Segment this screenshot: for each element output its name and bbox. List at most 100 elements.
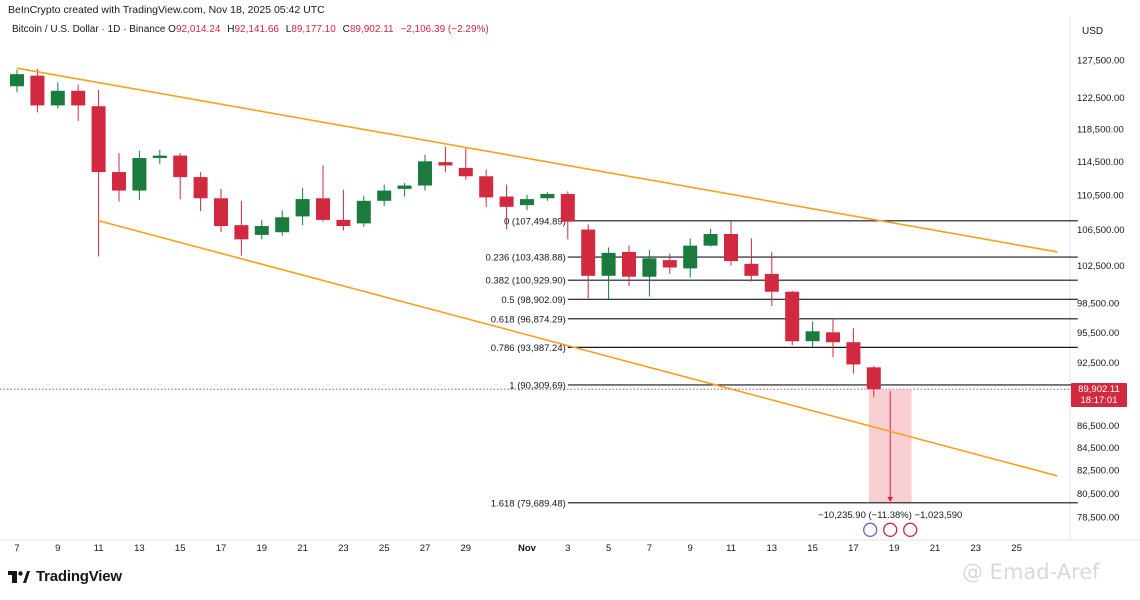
candle-body (71, 90, 86, 106)
candle-body (438, 162, 453, 166)
candle-body (458, 167, 473, 177)
candle-body (703, 234, 718, 246)
x-tick-label: 19 (257, 543, 268, 554)
candle-body (662, 260, 677, 268)
candle-body (418, 161, 432, 186)
x-tick-label: 15 (807, 543, 818, 554)
currency-label[interactable]: USD (1082, 26, 1104, 37)
candle-body (193, 177, 208, 199)
y-tick-label: 95,500.00 (1077, 328, 1119, 339)
x-tick-label: 25 (379, 543, 390, 554)
candle-body (560, 193, 575, 222)
candle-body (295, 199, 310, 217)
y-tick-label: 86,500.00 (1077, 421, 1119, 432)
y-tick-label: 84,500.00 (1077, 443, 1119, 454)
close-label: C (342, 24, 350, 35)
candle-body (846, 342, 861, 365)
x-tick-label: 27 (420, 543, 431, 554)
x-tick-label: 11 (726, 543, 736, 554)
open-value: 92,014.24 (175, 24, 221, 35)
candle-body (764, 273, 779, 292)
change-value: −2,106.39 (−2.29%) (400, 24, 489, 35)
candle-body (91, 106, 106, 173)
bar-countdown: 18:17:01 (1080, 395, 1118, 406)
measure-arrow-head (887, 496, 894, 502)
channel-trendline (98, 219, 1058, 477)
candle-body (112, 172, 126, 191)
x-tick-label: 21 (930, 543, 941, 554)
x-tick-label: 9 (55, 543, 60, 554)
candle-body (397, 185, 412, 189)
x-tick-label: 19 (889, 543, 900, 554)
x-tick-label: 15 (175, 543, 186, 554)
x-tick-label: 3 (565, 543, 570, 554)
event-marker-icon (863, 522, 878, 537)
tradingview-logo-icon (8, 570, 30, 583)
y-tick-label: 106,500.00 (1077, 225, 1125, 236)
y-tick-label: 114,500.00 (1077, 157, 1124, 168)
fib-level-label: 0.382 (100,929.90) (486, 276, 566, 287)
fib-level-label: 0.618 (96,874.29) (491, 314, 566, 325)
candle-body (520, 199, 534, 206)
channel-trendline (16, 67, 1058, 253)
x-tick-label: 13 (134, 543, 145, 554)
high-value: 92,141.66 (234, 24, 279, 35)
tradingview-brand[interactable]: TradingView (8, 568, 122, 585)
candle-body (581, 229, 596, 276)
event-marker-icon (883, 522, 898, 537)
fib-level-label: 0.5 (98,902.09) (501, 295, 565, 306)
open-label: O (168, 24, 176, 35)
candle-body (336, 219, 351, 227)
author-watermark: @ Emad-Aref (962, 560, 1100, 584)
low-value: 89,177.10 (291, 24, 336, 35)
last-price-value: 89,902.11 (1078, 384, 1120, 395)
high-label: H (227, 24, 235, 35)
attribution-text: BeInCrypto created with TradingView.com,… (8, 4, 325, 16)
x-tick-label: 21 (297, 543, 308, 554)
candle-body (234, 225, 249, 240)
candle-body (744, 263, 759, 276)
candle-body (642, 258, 657, 277)
candle-body (254, 226, 269, 235)
x-tick-label: 11 (94, 543, 104, 554)
candle-body (10, 74, 24, 87)
y-tick-label: 98,500.00 (1077, 299, 1119, 310)
candle-body (50, 90, 65, 106)
candle-body (785, 291, 800, 342)
low-label: L (285, 24, 292, 35)
symbol-name: Bitcoin / U.S. Dollar · 1D · Binance (12, 24, 166, 35)
y-tick-label: 78,500.00 (1077, 513, 1119, 524)
y-tick-label: 92,500.00 (1077, 358, 1119, 369)
candle-body (173, 155, 188, 178)
candle-body (356, 200, 371, 224)
x-tick-label: 23 (338, 543, 349, 554)
fib-level-label: 0 (107,494.89) (504, 216, 566, 227)
candle-body (152, 155, 167, 159)
candle-body (377, 190, 392, 201)
candle-body (866, 367, 881, 390)
symbol-legend: Bitcoin / U.S. Dollar · 1D · Binance O92… (12, 24, 489, 35)
candle-body (622, 251, 636, 277)
x-tick-label: 29 (461, 543, 472, 554)
brand-name: TradingView (36, 568, 122, 585)
y-tick-label: 127,500.00 (1077, 56, 1125, 67)
last-price-badge: 89,902.11 18:17:01 (1071, 383, 1127, 407)
x-tick-label: 13 (767, 543, 778, 554)
candle-body (214, 198, 228, 227)
x-tick-label: 23 (971, 543, 982, 554)
y-tick-label: 118,500.00 (1077, 124, 1124, 135)
x-tick-label: 17 (216, 543, 227, 554)
event-marker-icon (903, 522, 918, 537)
candle-body (826, 332, 840, 343)
x-tick-label: 7 (647, 543, 652, 554)
y-tick-label: 122,500.00 (1077, 93, 1125, 104)
candle-body (275, 217, 290, 233)
y-tick-label: 102,500.00 (1077, 261, 1125, 272)
close-value: 89,902.11 (349, 24, 394, 35)
candle-body (601, 252, 616, 276)
x-tick-label: 9 (688, 543, 693, 554)
candle-body (683, 245, 698, 269)
measure-label: −10,235.90 (−11.38%) −1,023,590 (818, 510, 962, 521)
x-tick-label: 25 (1011, 543, 1022, 554)
